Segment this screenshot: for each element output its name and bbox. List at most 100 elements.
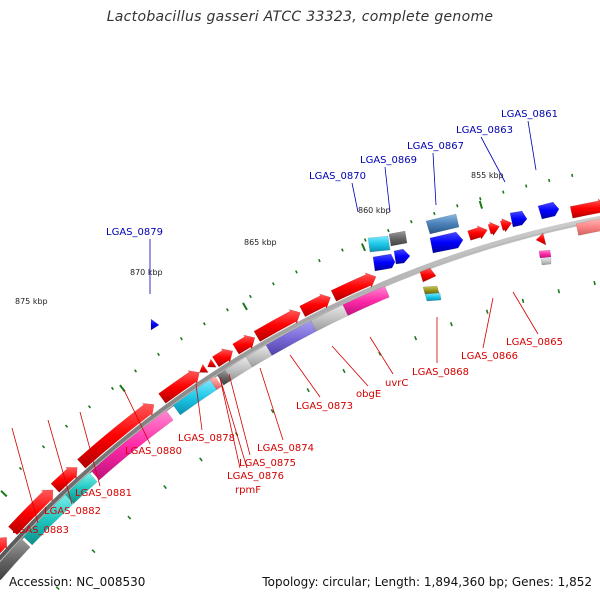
scale-tick xyxy=(41,445,46,449)
major-tick xyxy=(0,490,8,498)
inner-tick xyxy=(163,485,167,490)
gene-labels: LGAS_0879 LGAS_0870 LGAS_0869 LGAS_0867 LGAS… xyxy=(12,109,563,536)
scale-tick xyxy=(525,184,528,188)
major-tick xyxy=(361,243,366,252)
gene-label: rpmF xyxy=(235,485,261,496)
gene-feature xyxy=(367,235,391,253)
map-title: Lactobacillus gasseri ATCC 33323, comple… xyxy=(106,9,494,25)
kbp-label: 870 kbp xyxy=(130,268,163,277)
scale-tick xyxy=(456,204,459,208)
gene-feature xyxy=(265,320,317,356)
scale-tick xyxy=(202,322,206,326)
inner-tick xyxy=(306,387,310,393)
gene-label: LGAS_0867 xyxy=(407,141,464,152)
scale-tick xyxy=(87,405,92,409)
gene-label: LGAS_0880 xyxy=(125,446,182,457)
gene-feature xyxy=(569,198,600,219)
leader-line xyxy=(219,377,248,469)
accession-text: Accession: NC_008530 xyxy=(9,575,146,589)
genome-summary-text: Topology: circular; Length: 1,894,360 bp… xyxy=(262,575,592,589)
gene-feature xyxy=(158,370,200,404)
gene-label: LGAS_0876 xyxy=(227,471,284,482)
gene-feature xyxy=(0,538,31,581)
backbone-arc xyxy=(0,215,600,564)
inner-tick xyxy=(557,289,561,294)
scale-tick xyxy=(110,386,115,391)
leader-line xyxy=(480,136,506,183)
inner-tick xyxy=(521,298,525,303)
leader-line xyxy=(228,373,251,456)
label-leader-lines xyxy=(11,120,539,524)
kbp-label: 855 kbp xyxy=(471,171,504,180)
gene-label: uvrC xyxy=(385,378,408,389)
gene-feature xyxy=(424,292,442,302)
scale-tick xyxy=(479,197,482,201)
scale-tick xyxy=(548,178,551,183)
gene-feature xyxy=(0,536,8,554)
major-tick xyxy=(242,302,248,311)
inner-tick xyxy=(414,336,418,341)
leader-line xyxy=(331,345,369,387)
scale-tick xyxy=(433,211,436,216)
gene-feature xyxy=(538,249,552,259)
leader-line xyxy=(11,427,39,524)
scale-tick xyxy=(295,270,298,274)
inner-tick xyxy=(199,457,203,462)
gene-label: LGAS_0878 xyxy=(178,433,235,444)
leader-line xyxy=(527,120,537,171)
scale-tick xyxy=(271,282,275,286)
gene-features xyxy=(0,198,600,581)
scale-tick xyxy=(133,369,138,373)
leader-line xyxy=(482,297,494,349)
gene-feature xyxy=(422,285,440,295)
gene-feature xyxy=(342,285,390,316)
genome-backbone xyxy=(0,215,600,564)
gene-feature xyxy=(65,472,98,504)
gene-label: LGAS_0874 xyxy=(257,443,314,454)
scale-tick xyxy=(225,308,229,312)
inner-tick xyxy=(127,515,132,520)
gene-feature xyxy=(224,356,253,381)
gene-feature xyxy=(207,358,217,368)
gene-feature xyxy=(537,201,560,220)
gene-feature xyxy=(330,272,377,302)
leader-line xyxy=(432,152,437,206)
scale-tick xyxy=(156,352,161,357)
major-tick xyxy=(478,200,484,209)
inner-tick xyxy=(449,322,453,327)
backbone-highlight xyxy=(0,219,600,563)
inner-tick xyxy=(593,280,596,286)
leader-line xyxy=(512,291,539,335)
scale-tick xyxy=(318,258,321,263)
gene-feature xyxy=(535,232,547,246)
inner-tick xyxy=(342,368,346,374)
leader-line xyxy=(123,389,151,445)
leader-line xyxy=(369,336,394,375)
gene-feature xyxy=(199,363,209,373)
gene-feature xyxy=(172,379,218,416)
gene-label: LGAS_0870 xyxy=(309,171,366,182)
scale-tick xyxy=(502,190,505,194)
gene-feature xyxy=(467,225,488,241)
gene-label: LGAS_0866 xyxy=(461,351,518,362)
gene-label: LGAS_0861 xyxy=(501,109,558,120)
gene-feature xyxy=(429,231,464,254)
leader-line xyxy=(259,367,284,441)
gene-label: LGAS_0868 xyxy=(412,367,469,378)
gene-feature xyxy=(509,210,528,228)
scale-tick xyxy=(363,238,367,242)
inner-tick xyxy=(485,309,489,314)
scale-tick xyxy=(248,294,252,299)
leader-line xyxy=(289,354,321,398)
kbp-label: 860 kbp xyxy=(358,206,391,215)
gene-feature xyxy=(425,213,460,235)
gene-feature xyxy=(232,334,256,355)
gene-feature xyxy=(540,257,552,266)
leader-line xyxy=(351,182,359,213)
tick-marks xyxy=(0,173,596,591)
gene-feature xyxy=(499,218,513,233)
scale-tick xyxy=(341,248,344,252)
gene-feature xyxy=(310,304,349,332)
inner-tick xyxy=(55,586,60,591)
